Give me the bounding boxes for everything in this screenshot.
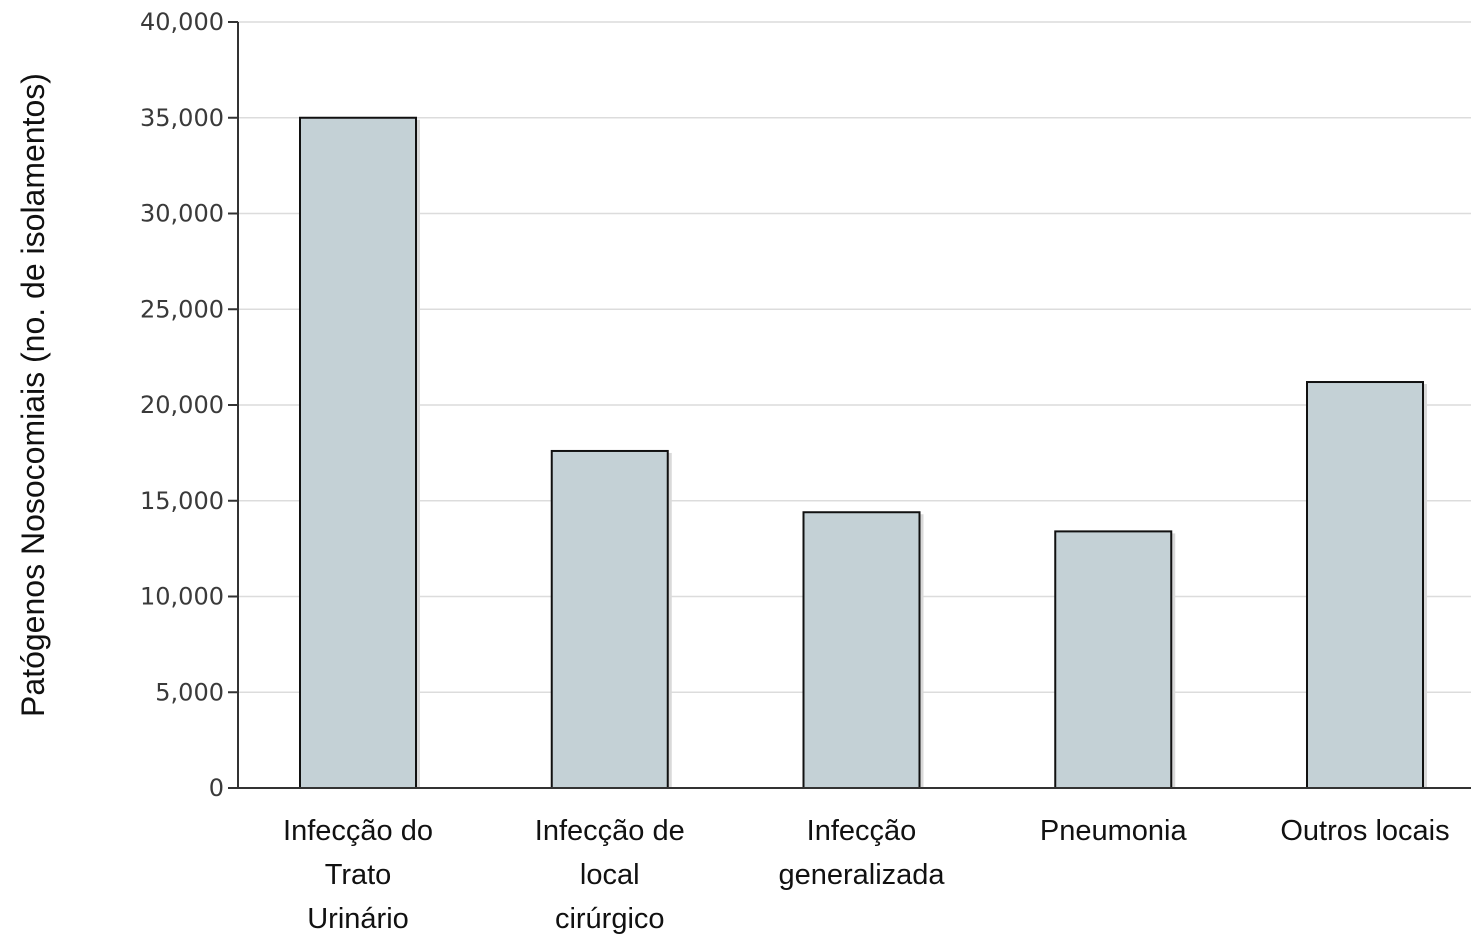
y-axis-label: Patógenos Nosocomiais (no. de isolamento… [15,73,51,717]
gridlines [238,21,1471,693]
y-tick-label: 25,000 [140,295,224,323]
x-tick-label: Infecção generalizada [778,815,945,891]
x-tick-label: Infecção de local cirúrgico [535,815,685,935]
y-axis-ticks: 0 5,000 10,000 15,000 20,000 25,000 30,000 35,0… [140,8,238,802]
y-tick-label: 40,000 [140,8,224,36]
x-tick-label: Infecção do Trato Urinário [283,815,433,935]
x-axis-ticks: Infecção do Trato Urinário Infecção de local… [283,815,1450,935]
y-tick-label: 5,000 [155,678,224,706]
y-tick-label: 15,000 [140,487,224,515]
bar [1054,530,1173,789]
y-tick-label: 35,000 [140,104,224,132]
bars [299,116,1427,789]
bar [299,116,417,789]
y-tick-label: 20,000 [140,391,224,419]
y-tick-label: 0 [209,774,224,802]
bar [802,511,921,789]
x-tick-label: Pneumonia [1040,815,1188,847]
y-tick-label: 10,000 [140,583,224,611]
x-tick-label: Outros locais [1280,815,1449,847]
y-tick-label: 30,000 [140,200,224,228]
bar [550,449,669,789]
bar [1306,381,1424,789]
